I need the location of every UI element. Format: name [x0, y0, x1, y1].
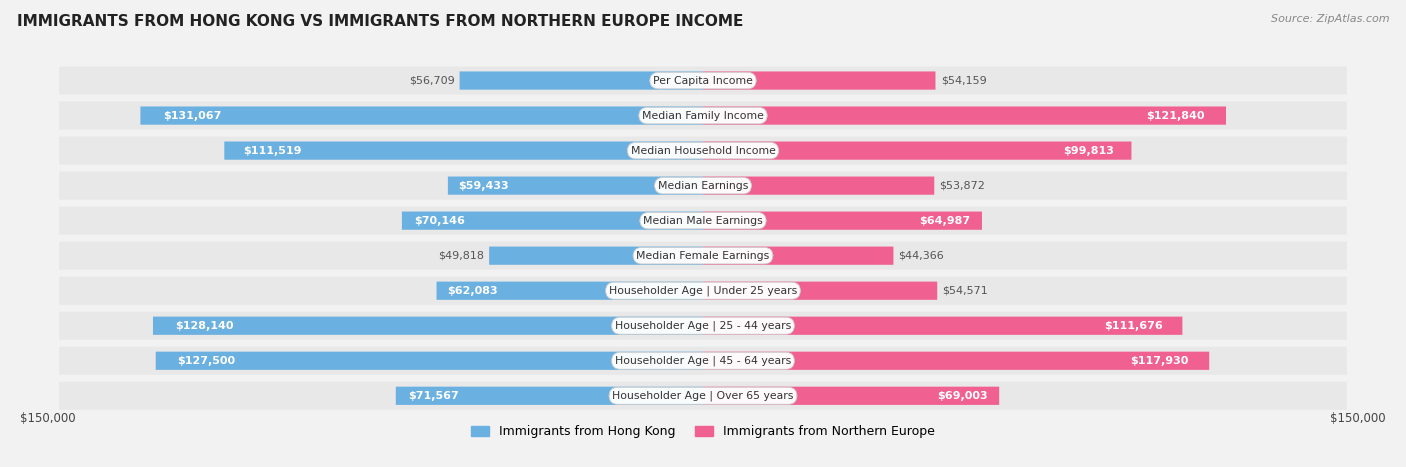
Text: Median Household Income: Median Household Income	[630, 146, 776, 156]
Text: Householder Age | 25 - 44 years: Householder Age | 25 - 44 years	[614, 320, 792, 331]
FancyBboxPatch shape	[59, 136, 1347, 164]
Text: $64,987: $64,987	[920, 216, 970, 226]
FancyBboxPatch shape	[156, 352, 703, 370]
FancyBboxPatch shape	[703, 352, 1209, 370]
FancyBboxPatch shape	[460, 71, 703, 90]
Text: $54,159: $54,159	[941, 76, 987, 85]
Text: $49,818: $49,818	[439, 251, 484, 261]
FancyBboxPatch shape	[436, 282, 703, 300]
FancyBboxPatch shape	[703, 247, 893, 265]
FancyBboxPatch shape	[59, 382, 1347, 410]
Text: Householder Age | Over 65 years: Householder Age | Over 65 years	[612, 390, 794, 401]
FancyBboxPatch shape	[703, 317, 1182, 335]
Text: $70,146: $70,146	[413, 216, 465, 226]
FancyBboxPatch shape	[59, 312, 1347, 340]
Text: $44,366: $44,366	[898, 251, 945, 261]
Text: $56,709: $56,709	[409, 76, 454, 85]
Text: Source: ZipAtlas.com: Source: ZipAtlas.com	[1271, 14, 1389, 24]
Text: $121,840: $121,840	[1146, 111, 1205, 120]
Text: IMMIGRANTS FROM HONG KONG VS IMMIGRANTS FROM NORTHERN EUROPE INCOME: IMMIGRANTS FROM HONG KONG VS IMMIGRANTS …	[17, 14, 744, 29]
FancyBboxPatch shape	[703, 71, 935, 90]
Text: $53,872: $53,872	[939, 181, 986, 191]
FancyBboxPatch shape	[703, 282, 938, 300]
Text: $150,000: $150,000	[1330, 412, 1385, 425]
Text: $127,500: $127,500	[177, 356, 236, 366]
Text: $59,433: $59,433	[458, 181, 509, 191]
Text: Median Male Earnings: Median Male Earnings	[643, 216, 763, 226]
FancyBboxPatch shape	[703, 142, 1132, 160]
FancyBboxPatch shape	[703, 177, 934, 195]
FancyBboxPatch shape	[402, 212, 703, 230]
Text: Householder Age | 45 - 64 years: Householder Age | 45 - 64 years	[614, 355, 792, 366]
Text: Per Capita Income: Per Capita Income	[652, 76, 754, 85]
FancyBboxPatch shape	[59, 101, 1347, 129]
FancyBboxPatch shape	[59, 347, 1347, 375]
FancyBboxPatch shape	[153, 317, 703, 335]
FancyBboxPatch shape	[59, 206, 1347, 234]
Text: $71,567: $71,567	[408, 391, 458, 401]
Text: $69,003: $69,003	[936, 391, 987, 401]
FancyBboxPatch shape	[141, 106, 703, 125]
FancyBboxPatch shape	[703, 106, 1226, 125]
FancyBboxPatch shape	[59, 171, 1347, 199]
FancyBboxPatch shape	[225, 142, 703, 160]
Text: $128,140: $128,140	[174, 321, 233, 331]
Text: Median Family Income: Median Family Income	[643, 111, 763, 120]
FancyBboxPatch shape	[703, 212, 981, 230]
Text: $131,067: $131,067	[163, 111, 221, 120]
Text: $54,571: $54,571	[942, 286, 988, 296]
FancyBboxPatch shape	[59, 66, 1347, 94]
FancyBboxPatch shape	[489, 247, 703, 265]
Text: $117,930: $117,930	[1130, 356, 1189, 366]
Text: Householder Age | Under 25 years: Householder Age | Under 25 years	[609, 285, 797, 296]
Text: $111,519: $111,519	[243, 146, 302, 156]
FancyBboxPatch shape	[703, 387, 1000, 405]
Legend: Immigrants from Hong Kong, Immigrants from Northern Europe: Immigrants from Hong Kong, Immigrants fr…	[465, 420, 941, 443]
Text: $99,813: $99,813	[1063, 146, 1115, 156]
Text: Median Female Earnings: Median Female Earnings	[637, 251, 769, 261]
Text: $150,000: $150,000	[21, 412, 76, 425]
Text: $111,676: $111,676	[1105, 321, 1163, 331]
FancyBboxPatch shape	[59, 276, 1347, 304]
Text: $62,083: $62,083	[447, 286, 498, 296]
FancyBboxPatch shape	[59, 241, 1347, 269]
FancyBboxPatch shape	[396, 387, 703, 405]
Text: Median Earnings: Median Earnings	[658, 181, 748, 191]
FancyBboxPatch shape	[449, 177, 703, 195]
